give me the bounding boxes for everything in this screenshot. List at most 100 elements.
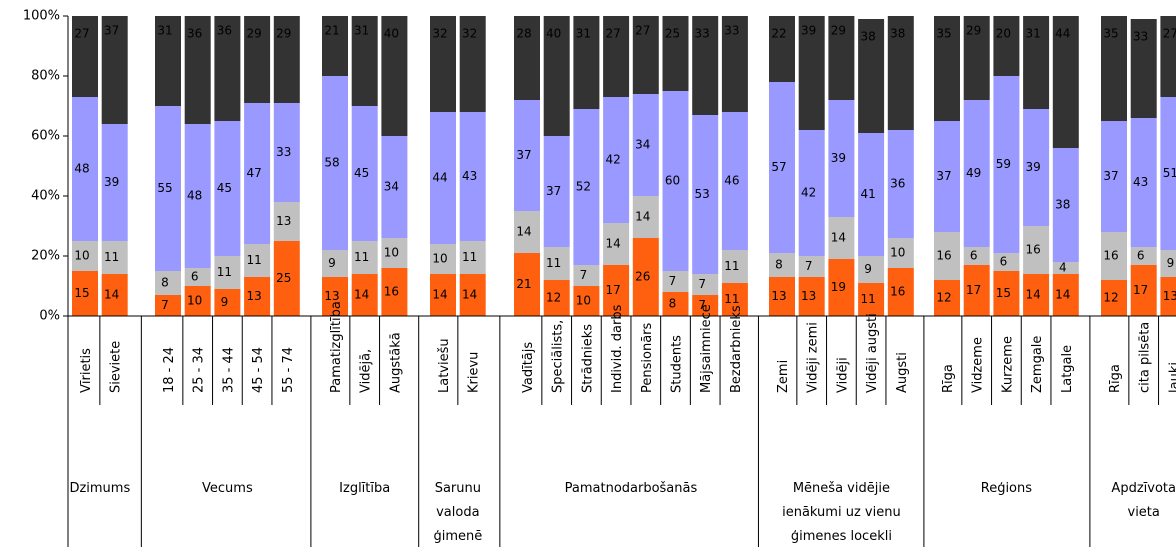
bar-segment (692, 274, 719, 295)
bar-segment (459, 274, 486, 316)
bar-segment (721, 16, 748, 112)
bar-segment (603, 223, 630, 265)
bar-segment (351, 16, 378, 106)
data-label: 36 (890, 177, 905, 191)
bar-segment (721, 112, 748, 250)
bar-segment (828, 16, 855, 100)
bar-segment (858, 133, 885, 256)
bar-segment (993, 253, 1020, 271)
bar-segment (858, 283, 885, 316)
data-label: 19 (831, 280, 846, 294)
data-label: 45 (354, 166, 369, 180)
data-label: 7 (161, 298, 169, 312)
bar-segment (244, 244, 271, 277)
data-label: 10 (187, 294, 202, 308)
group-label: Sarunu (435, 481, 481, 496)
bar-segment (573, 109, 600, 265)
data-label: 22 (771, 27, 786, 41)
bar-segment (1101, 16, 1127, 121)
bar-segment (798, 277, 825, 316)
data-label: 31 (157, 24, 172, 38)
data-label: 15 (996, 286, 1011, 300)
bar-segment (603, 97, 630, 223)
bar-segment (514, 211, 540, 253)
bar-segment (351, 106, 378, 241)
bar-segment (244, 277, 271, 316)
y-tick-label: 60% (31, 129, 60, 144)
data-label: 8 (669, 297, 677, 311)
data-label: 25 (276, 271, 291, 285)
bar-segment (1023, 274, 1050, 316)
data-label: 17 (605, 283, 620, 297)
bar-segment (322, 250, 348, 277)
bar-segment (632, 94, 659, 196)
data-label: 6 (1000, 255, 1008, 269)
data-label: 7 (698, 277, 706, 291)
data-label: 11 (462, 250, 477, 264)
bar-segment (934, 121, 960, 232)
bar-segment (1130, 19, 1157, 118)
bar-segment (1052, 148, 1079, 262)
bar-segment (459, 241, 486, 274)
data-label: 39 (1025, 160, 1040, 174)
bar-segment (692, 295, 719, 316)
data-label: 17 (966, 283, 981, 297)
x-tick-label: Rīga (1108, 364, 1123, 393)
x-tick-label: Kurzeme (1000, 336, 1015, 393)
data-label: 32 (462, 27, 477, 41)
data-label: 33 (1133, 30, 1148, 44)
bar-segment (72, 97, 98, 241)
bar-segment (184, 16, 211, 124)
y-tick-label: 100% (23, 9, 60, 24)
x-tick-label: Vidēji augsti (865, 313, 880, 393)
data-label: 14 (104, 288, 119, 302)
data-label: 46 (724, 174, 739, 188)
data-label: 7 (580, 268, 588, 282)
bar-segment (381, 136, 408, 238)
data-label: 38 (1055, 198, 1070, 212)
bar-segment (322, 277, 348, 316)
bar-segment (244, 16, 271, 103)
data-label: 6 (191, 270, 199, 284)
data-label: 14 (462, 288, 477, 302)
x-tick-label: Vidēji zemi (806, 322, 821, 393)
data-label: 8 (775, 258, 783, 272)
data-label: 11 (217, 265, 232, 279)
bar-segment (244, 103, 271, 244)
bar-segment (1052, 274, 1079, 316)
data-label: 6 (1137, 249, 1145, 263)
data-label: 31 (576, 27, 591, 41)
data-label: 25 (665, 27, 680, 41)
bar-segment (155, 16, 181, 106)
data-label: 21 (516, 277, 531, 291)
bar-segment (632, 238, 659, 316)
bar-segment (543, 280, 570, 316)
data-label: 26 (635, 270, 650, 284)
group-label: Dzimums (69, 481, 130, 496)
bar-segment (101, 16, 128, 124)
bar-segment (692, 16, 719, 115)
bar-segment (993, 16, 1020, 76)
data-label: 37 (516, 148, 531, 162)
data-label: 11 (860, 292, 875, 306)
data-label: 59 (996, 157, 1011, 171)
data-label: 31 (1025, 27, 1040, 41)
data-label: 27 (74, 27, 89, 41)
x-tick-label: 35 - 44 (221, 347, 236, 393)
data-label: 13 (246, 289, 261, 303)
bar-segment (273, 202, 300, 241)
bar-segment (214, 289, 241, 316)
data-label: 10 (74, 249, 89, 263)
bar-segment (430, 112, 456, 244)
data-label: 10 (432, 252, 447, 266)
data-label: 13 (324, 289, 339, 303)
bar-segment (351, 241, 378, 274)
bar-segment (963, 100, 990, 247)
x-tick-label: Individ. darbs (610, 304, 625, 393)
bar-segment (214, 16, 241, 121)
data-label: 9 (1167, 256, 1175, 270)
data-label: 13 (1163, 289, 1176, 303)
data-label: 27 (635, 24, 650, 38)
data-label: 47 (246, 166, 261, 180)
